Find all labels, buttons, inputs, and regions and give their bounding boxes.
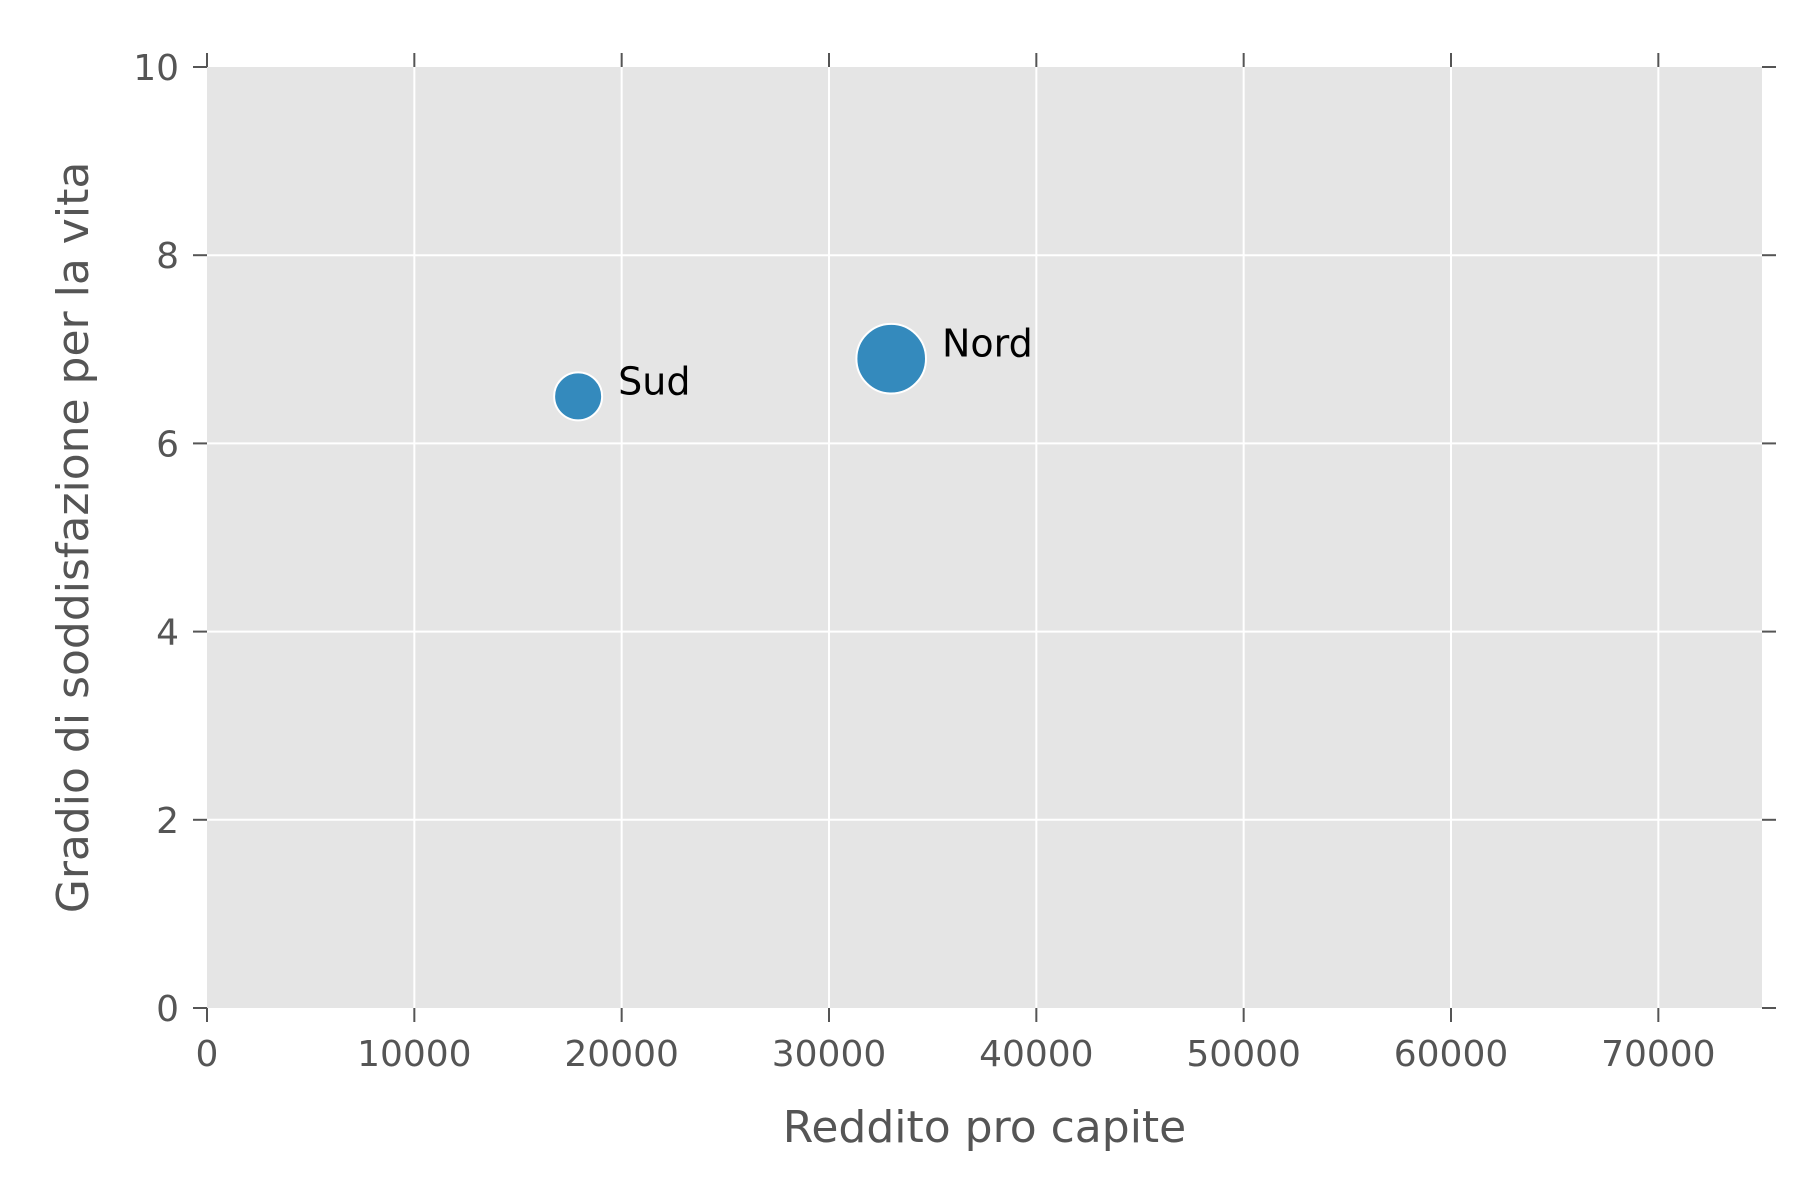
y-tick-label: 0 bbox=[156, 989, 179, 1030]
y-tick-labels: 0 2 4 6 8 10 bbox=[133, 48, 179, 1030]
y-tick-label: 10 bbox=[133, 48, 179, 89]
point-labels: Sud Nord bbox=[618, 322, 1033, 404]
x-tick-label: 30000 bbox=[772, 1034, 887, 1075]
x-tick-label: 70000 bbox=[1601, 1034, 1716, 1075]
y-tick-label: 6 bbox=[156, 424, 179, 465]
y-axis-label: Gradio di soddisfazione per la vita bbox=[48, 162, 99, 914]
gridlines bbox=[207, 67, 1762, 1008]
x-tick-label: 0 bbox=[196, 1034, 219, 1075]
ticks bbox=[193, 53, 1776, 1022]
x-tick-label: 60000 bbox=[1394, 1034, 1509, 1075]
x-tick-label: 10000 bbox=[357, 1034, 472, 1075]
y-tick-label: 8 bbox=[156, 236, 179, 277]
plot-background bbox=[207, 67, 1762, 1008]
x-tick-label: 20000 bbox=[564, 1034, 679, 1075]
y-tick-label: 4 bbox=[156, 613, 179, 654]
data-point-nord bbox=[855, 322, 928, 395]
x-tick-label: 50000 bbox=[1186, 1034, 1301, 1075]
x-tick-labels: 0 10000 20000 30000 40000 50000 60000 70000 bbox=[196, 1034, 1716, 1075]
data-point-sud bbox=[553, 371, 604, 422]
x-tick-label: 40000 bbox=[979, 1034, 1094, 1075]
x-axis-label: Reddito pro capite bbox=[783, 1102, 1187, 1153]
y-tick-label: 2 bbox=[156, 801, 179, 842]
point-label-nord: Nord bbox=[942, 322, 1033, 366]
point-label-sud: Sud bbox=[618, 359, 690, 403]
data-points bbox=[553, 322, 928, 422]
